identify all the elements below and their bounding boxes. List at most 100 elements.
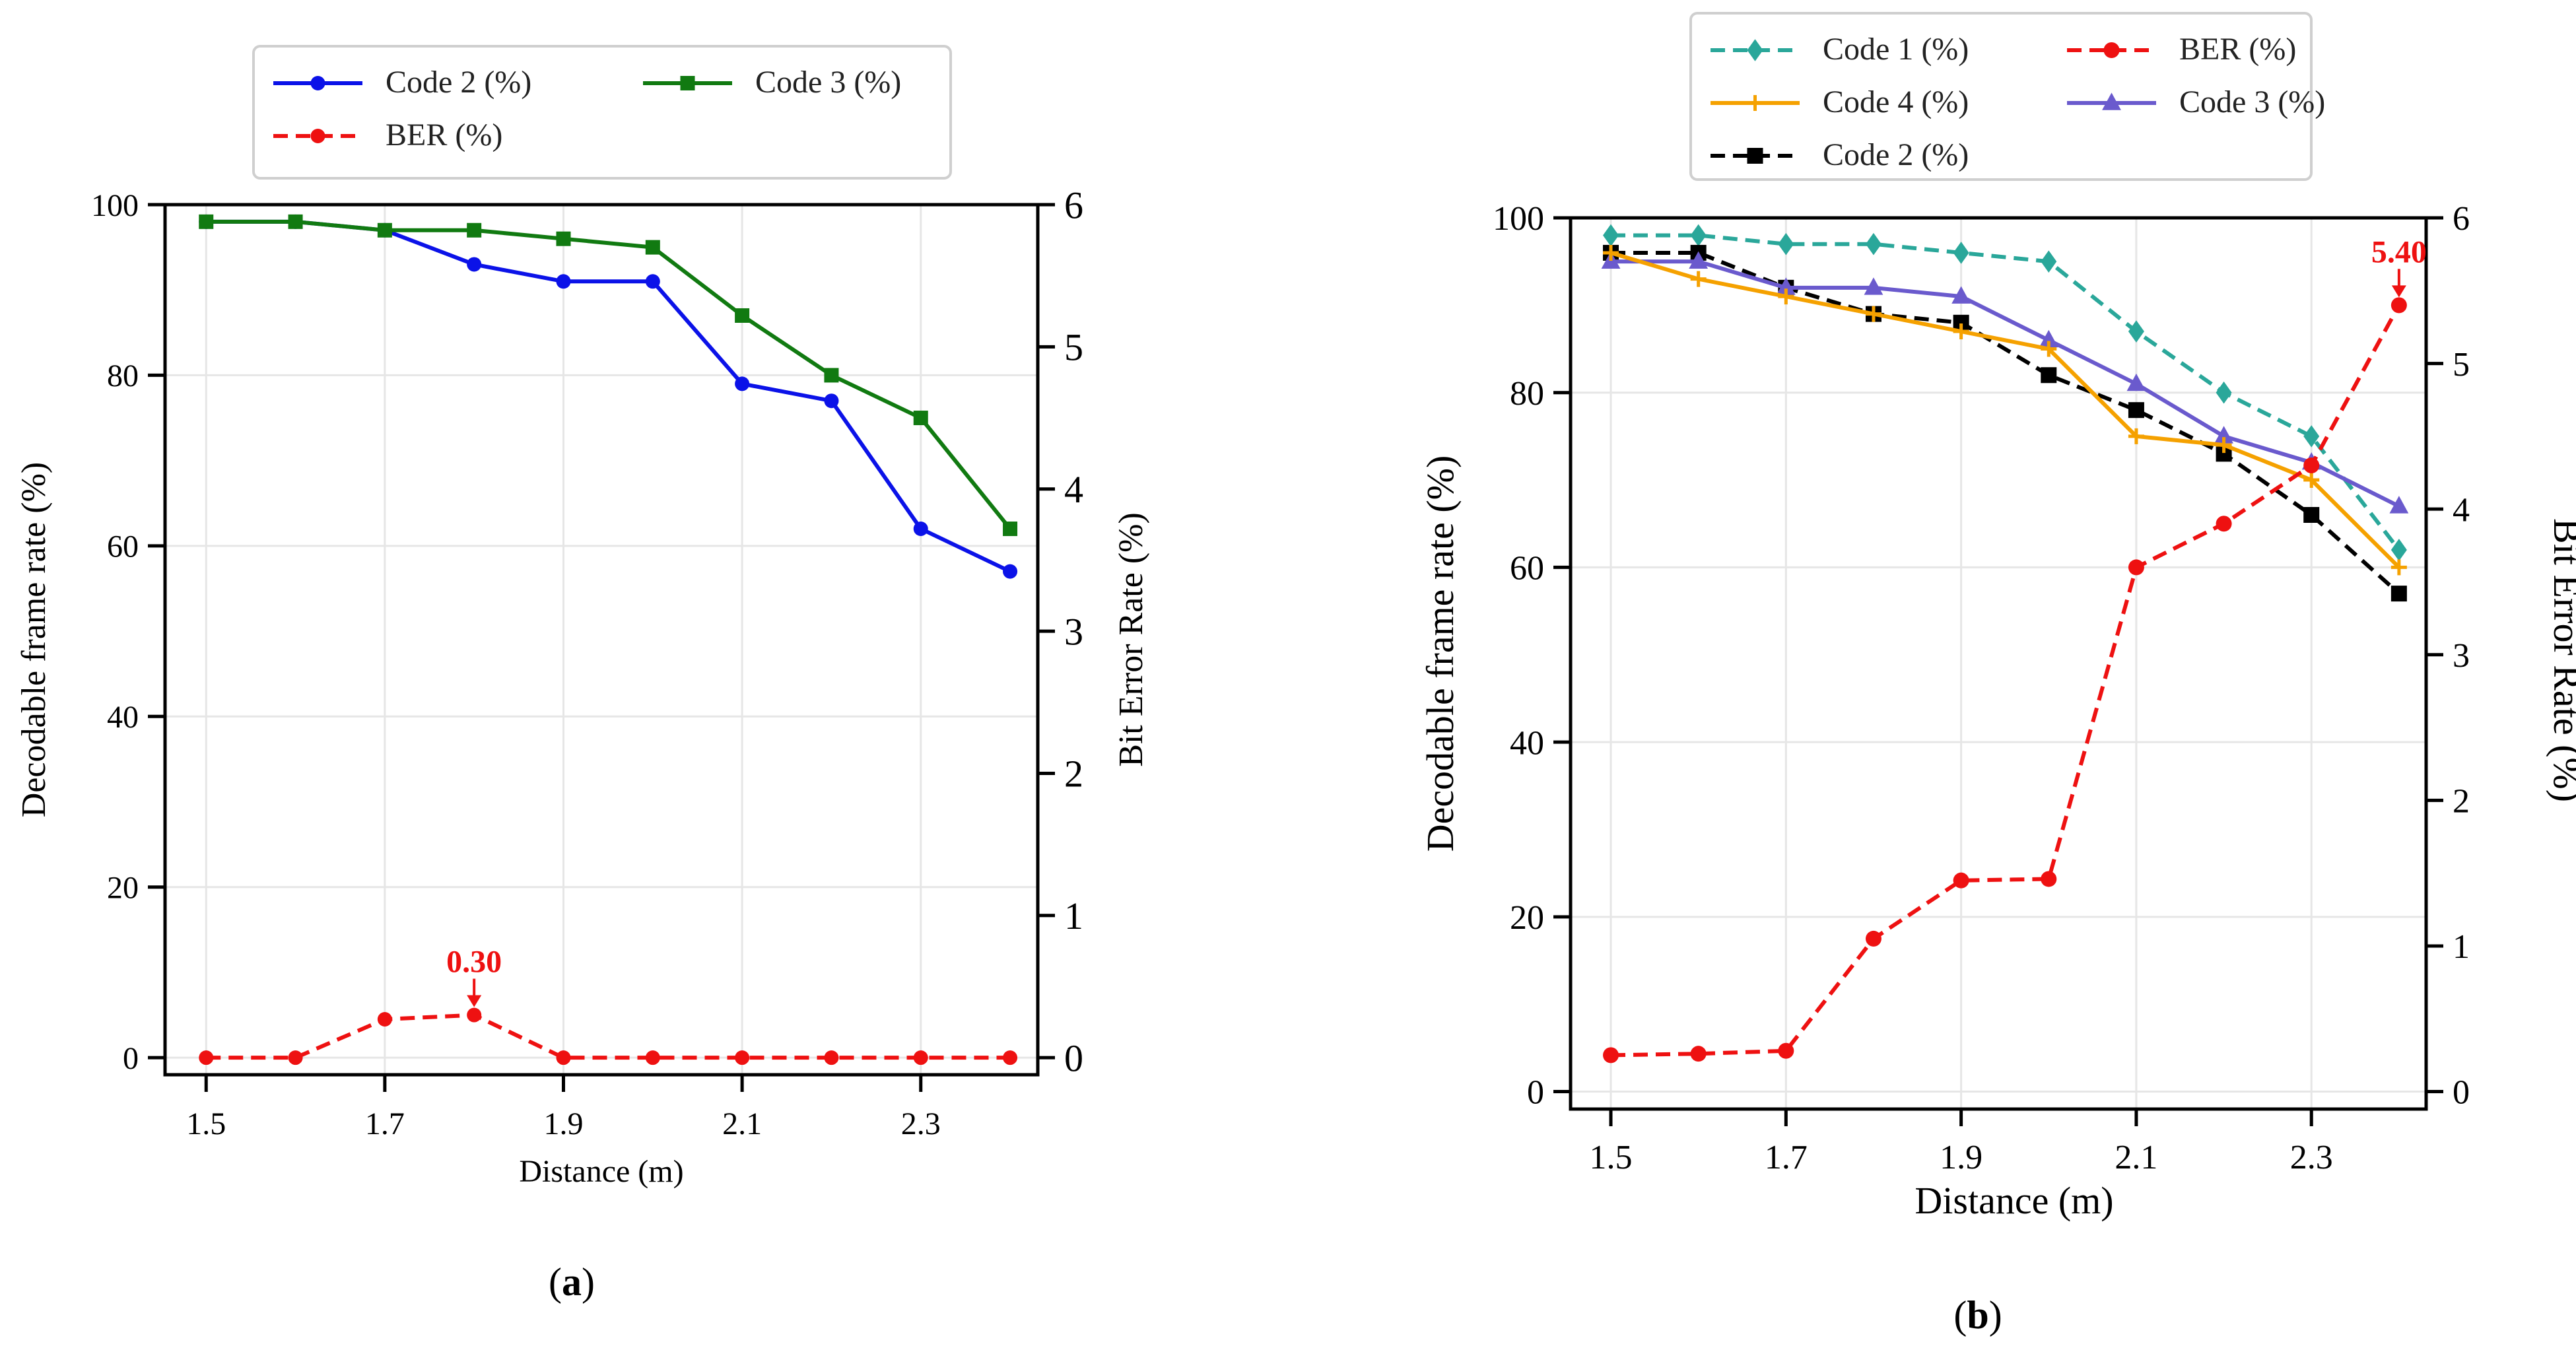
data-point bbox=[1603, 224, 1619, 247]
data-point bbox=[1953, 323, 1969, 340]
data-point bbox=[2303, 425, 2320, 448]
plot-b-grid bbox=[1571, 217, 2426, 1109]
y-left-tick-label: 0 bbox=[123, 1041, 139, 1076]
data-point bbox=[913, 411, 928, 426]
data-point bbox=[1778, 1042, 1794, 1059]
annotation-arrowhead bbox=[467, 995, 482, 1007]
data-point bbox=[2303, 472, 2320, 489]
plot-b-axes: 1.5 1.7 1.9 2.1 2.3 0 20 40 60 80 100 0 1 2 3 4 5 6 bbox=[1493, 200, 2470, 1176]
y-axis-left-label: Decodable frame rate (%) bbox=[1419, 456, 1462, 852]
legend-swatch-marker bbox=[2103, 42, 2120, 58]
data-point bbox=[288, 1050, 303, 1065]
data-point bbox=[556, 1050, 571, 1065]
data-point bbox=[1951, 286, 1971, 304]
data-point bbox=[2041, 367, 2057, 384]
y-right-tick-label: 2 bbox=[1064, 753, 1083, 795]
y-right-tick-label: 0 bbox=[1064, 1036, 1083, 1079]
series-line bbox=[206, 1013, 1011, 1060]
data-point bbox=[467, 222, 482, 238]
y-left-tick-label: 80 bbox=[1510, 375, 1544, 413]
y-left-tick-label: 80 bbox=[107, 358, 139, 393]
legend-item: Code 2 (%) bbox=[273, 65, 531, 100]
y-right-tick-label: 5 bbox=[2453, 346, 2470, 384]
x-tick-label: 2.1 bbox=[2115, 1139, 2157, 1176]
y-right-tick-label: 4 bbox=[2453, 491, 2470, 529]
data-point bbox=[2389, 496, 2409, 514]
y-right-tick-label: 0 bbox=[2453, 1074, 2470, 1112]
series-code-1 bbox=[1603, 224, 2407, 561]
legend-label: Code 2 (%) bbox=[1823, 137, 1969, 172]
data-point bbox=[2216, 437, 2232, 454]
panel-caption: (a) bbox=[549, 1260, 595, 1304]
series-line bbox=[206, 219, 1012, 530]
legend-label: Code 3 (%) bbox=[2179, 84, 2325, 119]
data-point bbox=[1003, 1050, 1018, 1065]
series-line bbox=[1610, 251, 2400, 569]
y-left-tick-label: 100 bbox=[1493, 200, 1544, 238]
data-point bbox=[645, 1050, 660, 1065]
plot-a-grid bbox=[165, 203, 1038, 1075]
plot-b-frame bbox=[1569, 216, 2428, 1111]
legend-swatch-marker bbox=[680, 76, 695, 90]
data-point bbox=[2303, 457, 2320, 473]
data-point bbox=[735, 1050, 750, 1065]
data-point bbox=[467, 1007, 482, 1023]
data-point bbox=[824, 1050, 839, 1065]
plot-a-series bbox=[199, 214, 1018, 1065]
y-right-tick-label: 6 bbox=[2453, 200, 2470, 238]
data-point bbox=[1690, 271, 1707, 287]
y-right-tick-label: 4 bbox=[1064, 468, 1083, 511]
data-point bbox=[2390, 539, 2407, 561]
plot-a-frame bbox=[163, 203, 1040, 1077]
x-tick-label: 2.3 bbox=[901, 1106, 941, 1141]
data-point bbox=[2128, 402, 2144, 419]
y-right-tick-label: 1 bbox=[2453, 928, 2470, 966]
y-left-tick-label: 40 bbox=[1510, 724, 1544, 762]
data-point bbox=[645, 240, 660, 255]
data-point bbox=[2039, 329, 2058, 348]
data-point bbox=[2214, 426, 2233, 444]
annotation-label: 0.30 bbox=[446, 945, 502, 980]
y-axis-left-label: Decodable frame rate (%) bbox=[15, 462, 53, 817]
series-code-4 bbox=[1603, 244, 2407, 576]
data-point bbox=[1776, 277, 1796, 295]
data-point bbox=[1865, 306, 1881, 322]
data-point bbox=[2303, 507, 2320, 523]
data-point bbox=[2128, 559, 2144, 576]
y-axis-right-label: Bit Error Rate (%) bbox=[1112, 512, 1150, 767]
series-code-2 bbox=[199, 214, 1018, 579]
series-line bbox=[1611, 233, 2401, 551]
data-point bbox=[824, 393, 839, 409]
x-axis-label: Distance (m) bbox=[519, 1154, 683, 1189]
legend-item: Code 3 (%) bbox=[2067, 84, 2325, 119]
legend-label: BER (%) bbox=[2179, 32, 2296, 67]
y-right-tick-label: 1 bbox=[1064, 895, 1083, 937]
data-point bbox=[2128, 320, 2144, 343]
series-line bbox=[1611, 259, 2400, 508]
data-point bbox=[1865, 930, 1881, 947]
y-right-tick-label: 3 bbox=[1064, 610, 1083, 653]
legend-label: Code 1 (%) bbox=[1823, 32, 1969, 67]
plot-b-legend: Code 1 (%) Code 4 (%) Code 2 (%) BER (%) Cod… bbox=[1689, 12, 2325, 181]
legend-item: Code 3 (%) bbox=[643, 65, 901, 100]
data-point bbox=[2128, 428, 2144, 444]
y-left-tick-label: 60 bbox=[1510, 550, 1544, 588]
plot-a-annotation: 0.30 bbox=[446, 945, 502, 1007]
series-ber bbox=[1603, 297, 2407, 1064]
data-point bbox=[1953, 242, 1969, 264]
data-point bbox=[377, 1012, 392, 1027]
plot-b-annotation: 5.40 bbox=[2371, 234, 2427, 298]
data-point bbox=[2216, 516, 2232, 532]
y-right-tick-label: 5 bbox=[1064, 326, 1083, 369]
plot-a-legend: Code 2 (%) BER (%) Code 3 (%) bbox=[252, 45, 952, 180]
legend-label: Code 4 (%) bbox=[1823, 84, 1969, 119]
data-point bbox=[913, 522, 928, 537]
data-point bbox=[1603, 1047, 1619, 1064]
data-point bbox=[1865, 232, 1881, 255]
data-point bbox=[556, 231, 571, 246]
series-line bbox=[1610, 304, 2401, 1058]
data-point bbox=[1689, 251, 1709, 269]
data-point bbox=[1003, 522, 1018, 537]
x-tick-label: 1.9 bbox=[543, 1106, 583, 1141]
